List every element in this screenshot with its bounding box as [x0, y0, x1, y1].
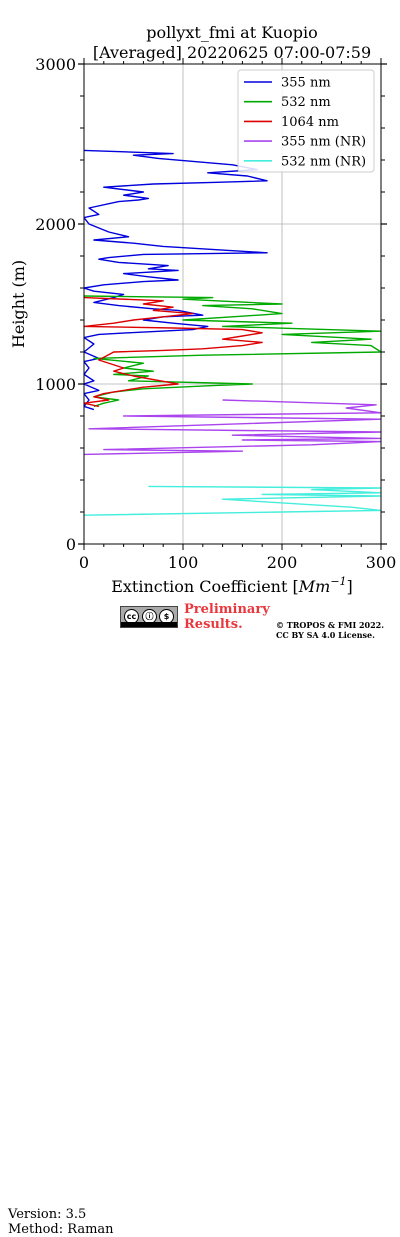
x-tick-label: 100	[168, 553, 199, 572]
x-axis-label-unit: Mm	[298, 577, 331, 596]
series-line-1	[84, 295, 381, 408]
y-tick-label: 1000	[35, 375, 76, 394]
legend-label-4: 532 nm (NR)	[281, 154, 366, 169]
x-tick-label: 300	[366, 553, 397, 572]
method-text: Method: Raman	[8, 1222, 114, 1237]
preliminary-results-notice: Preliminary Results.	[184, 602, 270, 632]
copyright-line-1: © TROPOS & FMI 2022.	[276, 620, 385, 630]
plot-frame	[83, 63, 382, 545]
cc-badge-strip	[121, 622, 177, 627]
chart-title-line-1: pollyxt_fmi at Kuopio	[146, 23, 317, 42]
series-line-4	[84, 485, 381, 516]
cc-license-badge: cc ⓘ $	[120, 606, 178, 628]
x-axis-label-close: ]	[347, 577, 353, 596]
x-axis-label-exponent: −1	[330, 575, 346, 588]
copyright-notice: © TROPOS & FMI 2022. CC BY SA 4.0 Licens…	[276, 620, 384, 640]
x-axis-label: Extinction Coefficient [Mm−1]	[111, 575, 353, 596]
attribution-icon: ⓘ	[142, 609, 157, 624]
series-layer	[84, 149, 381, 516]
version-text: Version: 3.5	[8, 1207, 87, 1222]
x-tick-label: 200	[267, 553, 298, 572]
legend-box	[237, 69, 375, 173]
preliminary-line-1: Preliminary	[184, 602, 270, 617]
chart: pollyxt_fmi at Kuopio [Averaged] 2022062…	[9, 23, 396, 596]
series-line-0	[84, 149, 268, 411]
y-tick-label: 0	[66, 535, 76, 554]
y-tick-label: 3000	[35, 55, 76, 74]
copyright-line-2: CC BY SA 4.0 License.	[276, 630, 375, 640]
x-axis-label-text: Extinction Coefficient [	[111, 577, 299, 596]
y-tick-label: 2000	[35, 215, 76, 234]
legend-label-0: 355 nm	[281, 76, 331, 91]
chart-title-line-2: [Averaged] 20220625 07:00-07:59	[93, 43, 371, 62]
legend-label-2: 1064 nm	[281, 115, 339, 130]
series-line-2	[84, 296, 263, 408]
legend-label-1: 532 nm	[281, 95, 331, 110]
preliminary-line-2: Results.	[184, 617, 243, 632]
y-axis-label: Height (m)	[9, 260, 28, 348]
series-line-3	[84, 399, 381, 456]
x-tick-label: 0	[79, 553, 89, 572]
legend: 355 nm 532 nm 1064 nm 355 nm (NR) 532 nm (NR…	[237, 69, 375, 173]
legend-label-3: 355 nm (NR)	[281, 135, 366, 150]
